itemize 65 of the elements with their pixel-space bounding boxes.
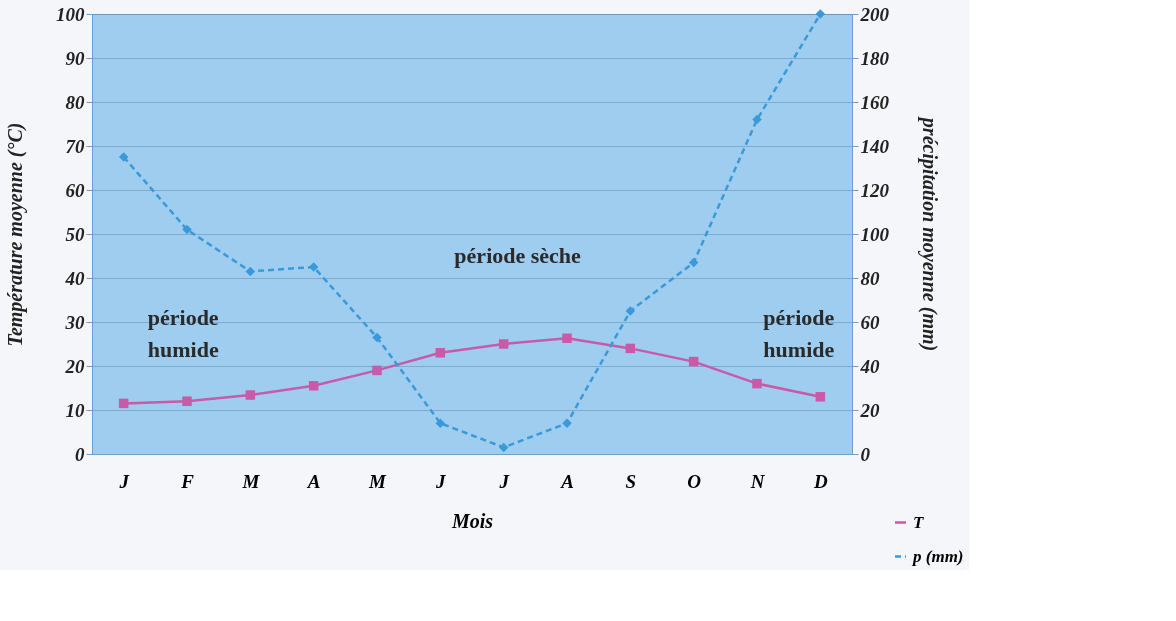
y-tick-label: 0	[75, 443, 85, 465]
y2-tick-label: 80	[860, 267, 880, 289]
point	[498, 442, 509, 453]
point	[815, 9, 826, 19]
y2-tick-label: 140	[860, 135, 890, 157]
x-axis-title: Mois	[450, 509, 494, 532]
point	[625, 306, 636, 316]
point	[815, 392, 826, 402]
y2-tick-label: 120	[860, 179, 890, 201]
x-tick-label: J	[118, 470, 130, 492]
x-tick-label: J	[435, 470, 447, 492]
x-tick-label: A	[306, 470, 321, 492]
x-tick-label: D	[812, 470, 828, 492]
point	[308, 381, 319, 391]
point	[372, 332, 382, 343]
annotation: période humide	[147, 304, 219, 362]
y2-tick-label: 0	[860, 443, 871, 465]
point	[182, 224, 192, 235]
legend-label: T	[913, 512, 924, 532]
x-tick-label: M	[368, 470, 388, 492]
point	[182, 396, 192, 406]
point	[752, 378, 762, 389]
point	[245, 266, 256, 277]
x-tick-label: J	[498, 470, 510, 492]
annotation: période sèche	[454, 243, 582, 268]
y-tick-label: 70	[65, 135, 85, 157]
point	[245, 390, 256, 400]
legend-label: p (mm)	[911, 546, 964, 566]
point	[118, 398, 129, 409]
point	[688, 257, 699, 268]
y2-tick-label: 20	[859, 399, 880, 421]
x-tick-label: O	[687, 470, 702, 492]
y-tick-label: 90	[65, 47, 85, 69]
y2-tick-label: 100	[860, 223, 890, 245]
y-tick-label: 20	[64, 355, 85, 377]
x-tick-label: S	[625, 470, 637, 492]
point	[435, 418, 446, 428]
point	[308, 262, 319, 272]
x-tick-label: M	[241, 470, 261, 492]
y-tick-label: 100	[56, 3, 85, 25]
y2-tick-label: 200	[859, 3, 890, 25]
point	[372, 365, 382, 376]
point	[435, 348, 446, 358]
y2-axis-title: précipitation moyenne (mm)	[918, 115, 941, 352]
y-tick-label: 30	[64, 311, 85, 333]
point	[118, 152, 129, 162]
y-tick-label: 80	[65, 91, 85, 113]
y2-tick-label: 40	[859, 355, 880, 377]
y-tick-label: 40	[64, 267, 85, 289]
x-tick-label: F	[180, 470, 195, 492]
y-axis-title: Température moyenne (°C)	[4, 122, 27, 347]
point	[688, 356, 699, 367]
point	[562, 333, 572, 344]
point	[625, 343, 636, 354]
x-tick-label: A	[560, 470, 574, 492]
point	[498, 339, 509, 349]
y-tick-label: 60	[65, 179, 85, 201]
x-tick-label: N	[749, 470, 766, 492]
y-tick-label: 10	[65, 399, 85, 421]
y2-tick-label: 60	[860, 311, 880, 333]
point	[752, 114, 762, 125]
y2-tick-label: 180	[860, 47, 890, 69]
y-tick-label: 50	[65, 223, 85, 245]
annotation: période humide	[763, 304, 835, 362]
y2-tick-label: 160	[860, 91, 890, 113]
